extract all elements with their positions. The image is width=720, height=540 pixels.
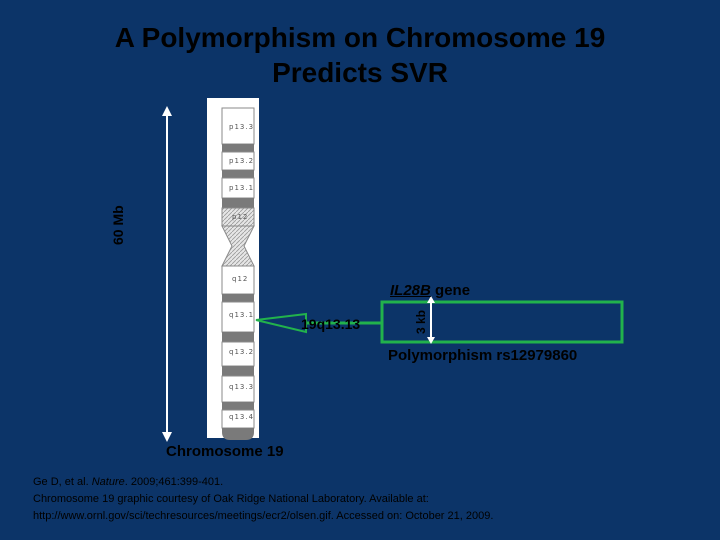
chromosome-caption: Chromosome 19 xyxy=(166,443,284,460)
slide-title: A Polymorphism on Chromosome 19 Predicts… xyxy=(0,20,720,90)
60mb-scale-arrow xyxy=(162,106,172,442)
band-label-q13-3: q13.3 xyxy=(229,383,255,391)
band-callout-label: 19q13.13 xyxy=(301,316,361,332)
citation-details: . 2009;461:399-401. xyxy=(124,476,224,488)
footnote-citation: Ge D, et al. Nature. 2009;461:399-401. xyxy=(33,474,493,491)
gene-label: IL28B gene xyxy=(390,282,470,299)
band-label-p13-3: p13.3 xyxy=(229,123,255,131)
scale-label-60mb: 60 Mb xyxy=(110,205,126,245)
band-label-p12: p12 xyxy=(232,213,249,221)
citation-authors: Ge D, et al. xyxy=(33,476,92,488)
band-label-p13-2: p13.2 xyxy=(229,157,255,165)
band-label-q12: q12 xyxy=(232,275,249,283)
band-label-p13-1: p13.1 xyxy=(229,184,255,192)
gene-suffix: gene xyxy=(430,282,471,299)
footnote-credit: Chromosome 19 graphic courtesy of Oak Ri… xyxy=(33,493,429,505)
footnote: Ge D, et al. Nature. 2009;461:399-401. C… xyxy=(33,474,493,525)
title-line-2: Predicts SVR xyxy=(272,57,448,88)
footnote-url: http://www.ornl.gov/sci/techresources/me… xyxy=(33,510,494,522)
band-label-q13-1: q13.1 xyxy=(229,311,255,319)
polymorphism-label: Polymorphism rs12979860 xyxy=(388,347,578,364)
citation-journal: Nature xyxy=(91,476,125,488)
title-line-1: A Polymorphism on Chromosome 19 xyxy=(114,22,606,53)
band-label-q13-2: q13.2 xyxy=(229,348,255,356)
scale-label-3kb: 3 kb xyxy=(414,309,428,334)
chromosome-19-ideogram xyxy=(221,107,255,440)
3kb-scale-arrow xyxy=(427,296,435,344)
band-label-q13-4: q13.4 xyxy=(229,413,255,421)
band-callout-pointer xyxy=(255,312,307,334)
gene-name: IL28B xyxy=(390,282,431,299)
